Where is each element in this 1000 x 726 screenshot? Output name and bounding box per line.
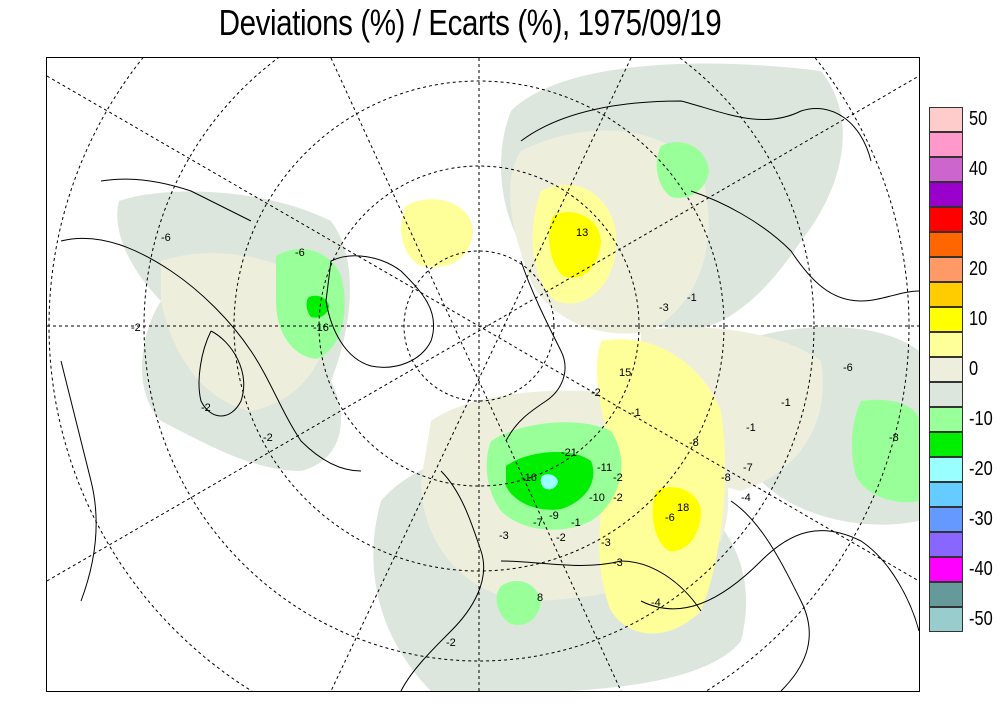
field-lightgreen-med <box>496 581 541 625</box>
legend-label: 20 <box>969 257 988 280</box>
legend-swatch <box>929 107 963 132</box>
contour-label: -2 <box>446 637 456 649</box>
legend-swatch <box>929 307 963 332</box>
contour-label: -3 <box>659 302 669 314</box>
legend-swatch <box>929 357 963 382</box>
coast-med <box>500 560 702 612</box>
map-svg: -6 -6 -16 -2 -2 -2 13 -3 15 -2 -1 -1 -6 … <box>47 58 919 691</box>
contour-label: -2 <box>613 472 623 484</box>
legend-swatch <box>929 182 963 207</box>
contour-label: -1 <box>631 407 641 419</box>
coast-asia-east <box>690 190 919 302</box>
contour-label: -9 <box>549 510 559 522</box>
contour-label: -7 <box>743 462 753 474</box>
contour-label: -2 <box>591 387 601 399</box>
latitude-circle-70 <box>318 165 640 487</box>
contour-label: -7 <box>533 517 543 529</box>
contour-label: -1 <box>781 397 791 409</box>
contour-label: 15 <box>619 367 631 379</box>
contour-label: -16 <box>313 322 329 334</box>
meridian-d4 <box>330 58 632 691</box>
contour-label: -1 <box>571 517 581 529</box>
graticule <box>47 58 919 691</box>
contour-label: -6 <box>843 362 853 374</box>
legend-label: 50 <box>969 107 988 130</box>
anomaly-fields <box>117 63 919 691</box>
legend-swatch <box>929 582 963 607</box>
contour-label: -6 <box>665 512 675 524</box>
coast-alaska <box>100 178 252 222</box>
legend-swatch <box>929 507 963 532</box>
contour-label: -2 <box>556 532 566 544</box>
legend-swatch <box>929 557 963 582</box>
map-panel: -6 -6 -16 -2 -2 -2 13 -3 15 -2 -1 -1 -6 … <box>46 57 920 692</box>
legend-swatch <box>929 207 963 232</box>
contour-label: -6 <box>161 232 171 244</box>
legend-swatch <box>929 232 963 257</box>
contour-label: -6 <box>295 247 305 259</box>
contour-label: -16 <box>521 472 537 484</box>
contour-label: -3 <box>613 557 623 569</box>
contour-label: -2 <box>201 402 211 414</box>
contour-label: -2 <box>131 322 141 334</box>
legend-swatch <box>929 532 963 557</box>
contour-label: -2 <box>263 432 273 444</box>
meridian-d3 <box>330 58 622 691</box>
field-green-canada <box>306 295 329 318</box>
legend-swatch <box>929 607 963 632</box>
coast-africa <box>640 530 919 632</box>
legend-label: -10 <box>969 407 993 430</box>
legend-swatch <box>929 382 963 407</box>
legend-label: 40 <box>969 157 988 180</box>
legend-label: -20 <box>969 457 993 480</box>
legend-label: 0 <box>969 357 979 380</box>
field-lightgreen-east <box>851 399 919 503</box>
legend-swatch <box>929 432 963 457</box>
coast-greenland <box>325 255 435 368</box>
legend-swatch <box>929 332 963 357</box>
contour-label: 8 <box>537 592 543 604</box>
contour-label: -10 <box>589 492 605 504</box>
field-yellow-asia <box>548 212 601 278</box>
legend-swatch <box>929 482 963 507</box>
legend-swatch <box>929 257 963 282</box>
legend-swatch <box>929 407 963 432</box>
contour-label: -8 <box>889 432 899 444</box>
map-title: Deviations (%) / Ecarts (%), 1975/09/19 <box>218 2 722 43</box>
field-cyan-europe <box>540 474 558 490</box>
contour-label: -4 <box>741 492 751 504</box>
legend-swatch <box>929 132 963 157</box>
coast-asia-north <box>520 100 872 162</box>
legend-label: 10 <box>969 307 988 330</box>
contour-labels: -6 -6 -16 -2 -2 -2 13 -3 15 -2 -1 -1 -6 … <box>131 227 899 649</box>
legend-swatch <box>929 157 963 182</box>
contour-label: -3 <box>499 530 509 542</box>
coast-europe-west <box>400 470 485 691</box>
legend-label: -30 <box>969 507 993 530</box>
field-yellow-africa <box>652 487 701 552</box>
coast-central-america <box>60 360 97 602</box>
coast-scandinavia <box>505 260 566 442</box>
coast-north-america <box>60 237 362 472</box>
contour-label: -21 <box>561 447 577 459</box>
legend-label: 30 <box>969 207 988 230</box>
contour-label: -11 <box>597 462 612 474</box>
coast-arabia <box>730 500 810 691</box>
contour-label: -3 <box>601 537 611 549</box>
legend-label: -50 <box>969 607 993 630</box>
contour-label: -8 <box>689 437 699 449</box>
contour-label: -1 <box>687 292 697 304</box>
legend-swatch <box>929 282 963 307</box>
contour-label: 18 <box>677 502 689 514</box>
legend-swatch <box>929 457 963 482</box>
contour-label: -8 <box>721 472 731 484</box>
contour-label: -2 <box>613 492 623 504</box>
legend-label: -40 <box>969 557 993 580</box>
contour-label: -1 <box>746 422 756 434</box>
contour-label: -4 <box>651 597 661 609</box>
contour-label: 13 <box>576 227 588 239</box>
field-lightgreen-siberia <box>656 142 709 198</box>
